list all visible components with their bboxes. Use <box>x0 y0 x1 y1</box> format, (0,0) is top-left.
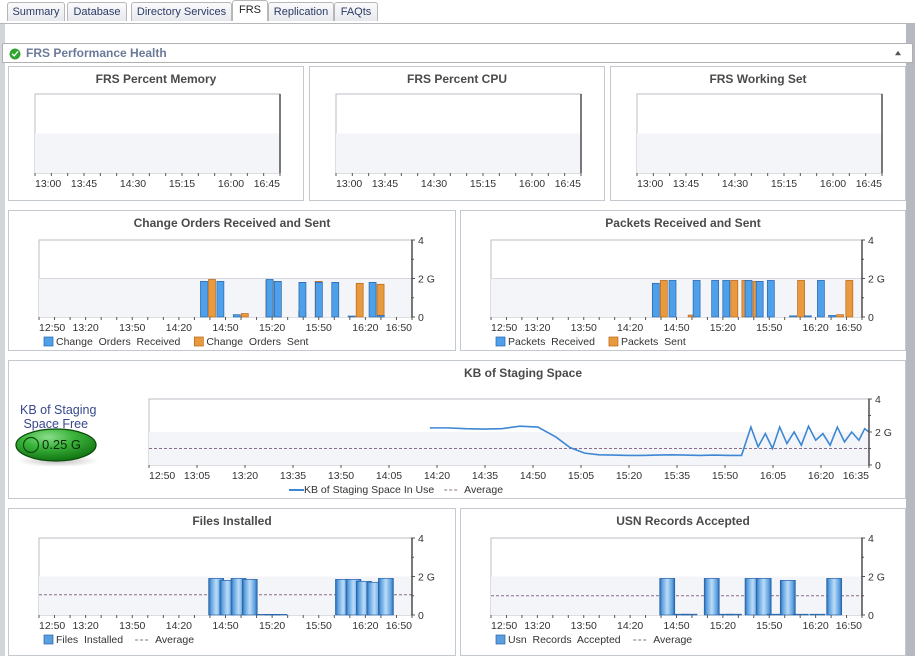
svg-text:13:05: 13:05 <box>184 470 210 481</box>
svg-text:14:30: 14:30 <box>722 178 748 189</box>
svg-text:0: 0 <box>418 312 424 324</box>
svg-text:14:20: 14:20 <box>424 470 450 481</box>
svg-text:Average: Average <box>653 634 692 646</box>
svg-text:13:20: 13:20 <box>524 620 550 631</box>
svg-text:15:50: 15:50 <box>306 620 332 631</box>
svg-text:12:50: 12:50 <box>149 470 175 481</box>
svg-text:13:20: 13:20 <box>524 322 550 333</box>
svg-text:13:50: 13:50 <box>328 470 354 481</box>
svg-text:2 G: 2 G <box>868 274 885 286</box>
svg-text:14:35: 14:35 <box>472 470 498 481</box>
svg-text:15:50: 15:50 <box>756 620 782 631</box>
svg-text:16:05: 16:05 <box>760 470 786 481</box>
svg-text:14:50: 14:50 <box>663 620 689 631</box>
svg-text:14:20: 14:20 <box>617 322 643 333</box>
svg-text:15:15: 15:15 <box>470 178 496 189</box>
svg-text:13:50: 13:50 <box>571 620 597 631</box>
svg-text:13:35: 13:35 <box>280 470 306 481</box>
svg-text:15:15: 15:15 <box>169 178 195 189</box>
svg-text:2 G: 2 G <box>418 572 435 584</box>
svg-text:16:50: 16:50 <box>836 322 862 333</box>
svg-text:16:50: 16:50 <box>836 620 862 631</box>
svg-text:13:20: 13:20 <box>72 322 98 333</box>
svg-text:15:20: 15:20 <box>616 470 642 481</box>
svg-text:Change Orders Received: Change Orders Received <box>56 336 180 348</box>
svg-text:13:00: 13:00 <box>637 178 663 189</box>
svg-text:14:05: 14:05 <box>376 470 402 481</box>
svg-text:15:20: 15:20 <box>710 322 736 333</box>
svg-text:0: 0 <box>875 460 881 472</box>
svg-text:13:45: 13:45 <box>71 178 97 189</box>
svg-text:16:20: 16:20 <box>802 620 828 631</box>
svg-text:0: 0 <box>868 312 874 324</box>
svg-text:14:20: 14:20 <box>617 620 643 631</box>
svg-text:14:50: 14:50 <box>520 470 546 481</box>
svg-text:14:50: 14:50 <box>663 322 689 333</box>
svg-text:14:20: 14:20 <box>166 620 192 631</box>
svg-text:13:45: 13:45 <box>673 178 699 189</box>
svg-text:Average: Average <box>464 484 503 496</box>
svg-text:Packets Received: Packets Received <box>508 336 595 348</box>
svg-text:15:20: 15:20 <box>710 620 736 631</box>
svg-text:15:05: 15:05 <box>568 470 594 481</box>
svg-text:15:35: 15:35 <box>664 470 690 481</box>
svg-text:KB of Staging Space In Use: KB of Staging Space In Use <box>304 484 434 496</box>
svg-text:4: 4 <box>418 533 424 545</box>
svg-text:14:30: 14:30 <box>421 178 447 189</box>
svg-text:15:50: 15:50 <box>306 322 332 333</box>
svg-text:16:45: 16:45 <box>555 178 581 189</box>
svg-text:13:50: 13:50 <box>571 322 597 333</box>
svg-text:0: 0 <box>418 610 424 622</box>
svg-text:14:50: 14:50 <box>212 620 238 631</box>
svg-text:13:50: 13:50 <box>119 322 145 333</box>
svg-text:16:20: 16:20 <box>802 322 828 333</box>
svg-text:0.25 G: 0.25 G <box>42 437 81 452</box>
svg-text:16:00: 16:00 <box>519 178 545 189</box>
svg-text:12:50: 12:50 <box>39 322 65 333</box>
svg-text:13:20: 13:20 <box>232 470 258 481</box>
svg-text:Change Orders Sent: Change Orders Sent <box>206 336 308 348</box>
svg-text:15:20: 15:20 <box>259 322 285 333</box>
svg-text:0: 0 <box>868 610 874 622</box>
svg-text:12:50: 12:50 <box>39 620 65 631</box>
svg-text:2 G: 2 G <box>418 274 435 286</box>
svg-text:15:50: 15:50 <box>756 322 782 333</box>
svg-text:Usn Records Accepted: Usn Records Accepted <box>508 634 621 646</box>
svg-text:16:50: 16:50 <box>386 620 412 631</box>
svg-text:Packets Sent: Packets Sent <box>621 336 686 348</box>
svg-text:14:20: 14:20 <box>166 322 192 333</box>
svg-text:15:50: 15:50 <box>712 470 738 481</box>
svg-text:Average: Average <box>155 634 194 646</box>
svg-text:2 G: 2 G <box>868 572 885 584</box>
svg-text:16:00: 16:00 <box>218 178 244 189</box>
svg-text:16:00: 16:00 <box>820 178 846 189</box>
svg-text:15:15: 15:15 <box>771 178 797 189</box>
svg-text:16:45: 16:45 <box>254 178 280 189</box>
svg-text:16:20: 16:20 <box>352 322 378 333</box>
svg-text:4: 4 <box>868 533 874 545</box>
svg-text:13:00: 13:00 <box>336 178 362 189</box>
svg-text:16:35: 16:35 <box>843 470 869 481</box>
svg-text:13:50: 13:50 <box>119 620 145 631</box>
svg-text:12:50: 12:50 <box>491 620 517 631</box>
svg-text:4: 4 <box>418 235 424 247</box>
svg-text:4: 4 <box>868 235 874 247</box>
svg-text:14:30: 14:30 <box>120 178 146 189</box>
svg-text:15:20: 15:20 <box>259 620 285 631</box>
svg-text:16:20: 16:20 <box>352 620 378 631</box>
svg-text:13:45: 13:45 <box>372 178 398 189</box>
svg-text:14:50: 14:50 <box>212 322 238 333</box>
svg-text:13:20: 13:20 <box>72 620 98 631</box>
svg-text:2 G: 2 G <box>875 427 892 439</box>
svg-text:Files Installed: Files Installed <box>56 634 123 646</box>
svg-text:12:50: 12:50 <box>491 322 517 333</box>
svg-text:16:50: 16:50 <box>386 322 412 333</box>
svg-text:16:20: 16:20 <box>808 470 834 481</box>
svg-text:13:00: 13:00 <box>35 178 61 189</box>
svg-text:4: 4 <box>875 394 881 406</box>
svg-text:16:45: 16:45 <box>856 178 882 189</box>
